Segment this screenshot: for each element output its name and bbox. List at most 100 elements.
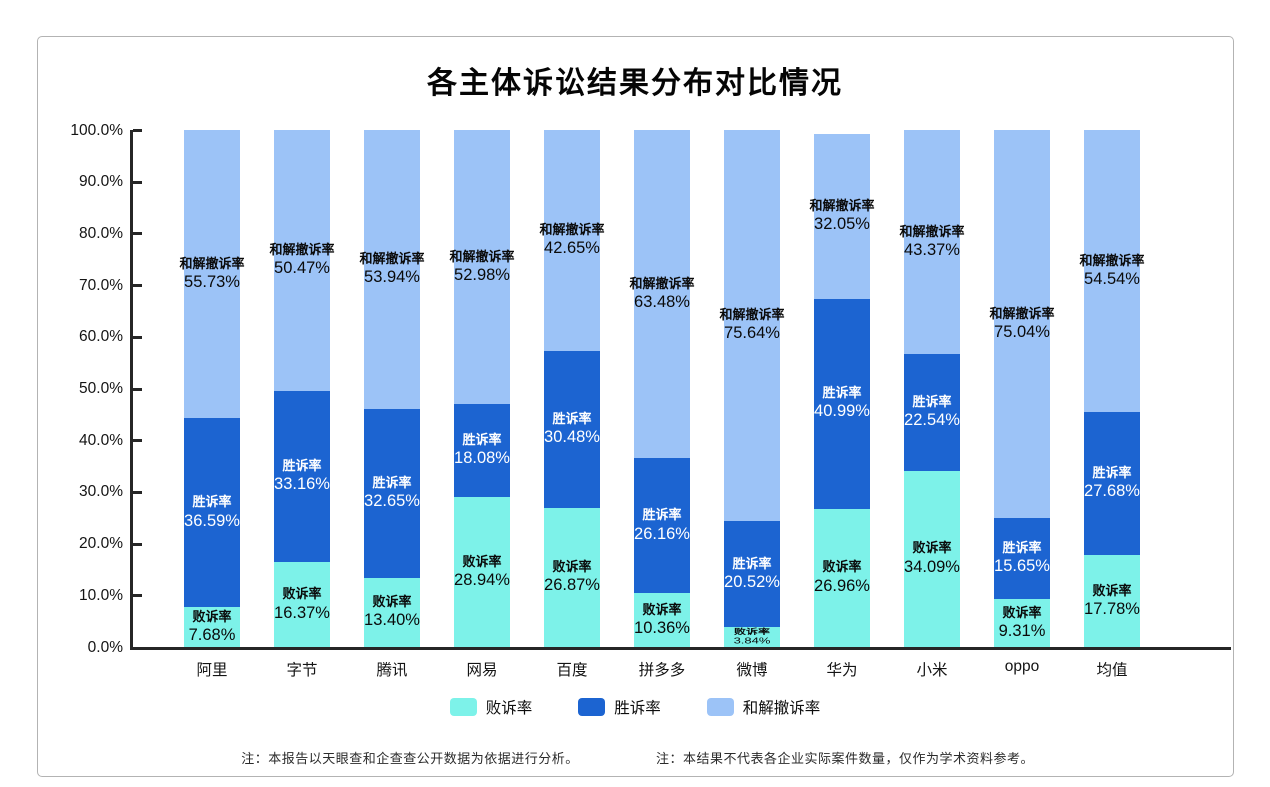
- footnote-right: 注：本结果不代表各企业实际案件数量，仅作为学术资料参考。: [655, 751, 1035, 766]
- bar-segment-label: 败诉率 10.36%: [634, 601, 690, 638]
- x-axis-label: 均值: [1096, 662, 1128, 679]
- bar-stack: 和解撤诉率 75.64% 胜诉率 20.52% 败诉率 3.84%: [720, 130, 785, 647]
- bar-segment-胜诉率: 胜诉率 15.65%: [994, 517, 1050, 599]
- footnote-left: 注：本报告以天眼查和企查查公开数据为依据进行分析。: [241, 751, 579, 766]
- bar-segment-胜诉率: 胜诉率 40.99%: [814, 298, 870, 509]
- y-axis-tick-label: 20.0%: [79, 535, 123, 553]
- y-axis-tick: [133, 542, 142, 546]
- bar-column: 和解撤诉率 50.47% 胜诉率 33.16% 败诉率 16.37%: [270, 130, 335, 647]
- y-axis-tick-label: 80.0%: [79, 224, 123, 242]
- bar-column: 和解撤诉率 55.73% 胜诉率 36.59% 败诉率 7.68%: [180, 130, 245, 647]
- bar-segment-和解撤诉率: 和解撤诉率 75.64%: [720, 130, 785, 522]
- bar-segment-label: 败诉率 16.37%: [274, 586, 330, 622]
- legend-item: 和解撤诉率: [706, 696, 821, 718]
- bar-segment-败诉率: 败诉率 13.40%: [364, 577, 420, 647]
- x-axis-label: oppo: [1004, 658, 1040, 675]
- x-axis-label: 阿里: [196, 662, 228, 679]
- bar-segment-和解撤诉率: 和解撤诉率 75.04%: [990, 130, 1055, 518]
- y-axis-tick-label: 10.0%: [79, 586, 123, 604]
- y-axis-tick-label: 50.0%: [79, 380, 123, 397]
- y-axis-tick-label: 70.0%: [79, 276, 123, 294]
- bar-segment-胜诉率: 胜诉率 36.59%: [184, 418, 240, 608]
- bar-segment-胜诉率: 胜诉率 32.65%: [364, 408, 420, 578]
- y-axis-tick-label: 60.0%: [79, 328, 123, 346]
- bar-segment-胜诉率: 胜诉率 22.54%: [904, 354, 960, 471]
- legend-label: 和解撤诉率: [742, 700, 821, 717]
- bar-segment-label: 胜诉率 22.54%: [904, 394, 960, 430]
- bar-segment-label: 和解撤诉率 75.04%: [989, 305, 1055, 341]
- legend-item: 败诉率: [449, 696, 532, 718]
- bar-stack: 和解撤诉率 54.54% 胜诉率 27.68% 败诉率 17.78%: [1080, 130, 1145, 647]
- bar-segment-label: 和解撤诉率 42.65%: [539, 221, 605, 258]
- bar-segment-胜诉率: 胜诉率 30.48%: [544, 350, 600, 509]
- y-axis-tick: [133, 594, 142, 598]
- y-axis-tick: [133, 439, 142, 443]
- y-axis-tick: [133, 490, 142, 494]
- legend-label: 胜诉率: [614, 700, 661, 717]
- x-axis-label: 华为: [826, 662, 858, 679]
- bar-segment-label: 胜诉率 20.52%: [724, 555, 780, 591]
- x-axis-label: 拼多多: [638, 662, 686, 679]
- x-axis-label: 字节: [286, 662, 318, 679]
- bar-segment-label: 败诉率 3.84%: [733, 627, 771, 646]
- bar-column: 和解撤诉率 43.37% 胜诉率 22.54% 败诉率 34.09%: [900, 130, 965, 647]
- legend-swatch: [449, 698, 477, 716]
- bar-stack: 和解撤诉率 53.94% 胜诉率 32.65% 败诉率 13.40%: [360, 130, 425, 647]
- bar-column: 和解撤诉率 75.64% 胜诉率 20.52% 败诉率 3.84%: [720, 130, 785, 647]
- bar-column: 和解撤诉率 42.65% 胜诉率 30.48% 败诉率 26.87%: [540, 130, 605, 647]
- bar-segment-败诉率: 败诉率 9.31%: [994, 598, 1050, 647]
- bar-segment-label: 和解撤诉率 55.73%: [179, 255, 245, 291]
- bar-segment-label: 和解撤诉率 75.64%: [719, 307, 785, 343]
- bar-segment-label: 和解撤诉率 54.54%: [1079, 252, 1145, 288]
- bar-segment-label: 败诉率 26.96%: [814, 559, 870, 595]
- bar-segment-label: 败诉率 9.31%: [998, 604, 1046, 640]
- bar-segment-和解撤诉率: 和解撤诉率 32.05%: [810, 134, 875, 299]
- bar-segment-label: 胜诉率 27.68%: [1084, 465, 1140, 501]
- bar-column: 和解撤诉率 75.04% 胜诉率 15.65% 败诉率 9.31%: [990, 130, 1055, 647]
- bar-segment-label: 和解撤诉率 63.48%: [629, 275, 695, 311]
- bar-segment-和解撤诉率: 和解撤诉率 52.98%: [450, 130, 515, 404]
- bar-segment-label: 败诉率 28.94%: [454, 553, 510, 589]
- bar-segment-和解撤诉率: 和解撤诉率 53.94%: [360, 130, 425, 409]
- bar-segment-label: 败诉率 13.40%: [364, 593, 420, 630]
- bar-segment-label: 胜诉率 40.99%: [814, 385, 870, 421]
- y-axis-tick-label: 90.0%: [79, 173, 123, 191]
- bar-segment-胜诉率: 胜诉率 33.16%: [274, 390, 330, 563]
- bar-segment-和解撤诉率: 和解撤诉率 42.65%: [540, 130, 605, 351]
- y-axis-tick: [133, 232, 142, 236]
- bar-segment-和解撤诉率: 和解撤诉率 54.54%: [1080, 130, 1145, 412]
- bar-stack: 和解撤诉率 63.48% 胜诉率 26.16% 败诉率 10.36%: [630, 130, 695, 647]
- bar-segment-胜诉率: 胜诉率 26.16%: [634, 458, 690, 594]
- bar-segment-败诉率: 败诉率 16.37%: [274, 562, 330, 647]
- bar-segment-和解撤诉率: 和解撤诉率 50.47%: [270, 130, 335, 391]
- x-axis-label: 腾讯: [376, 662, 408, 679]
- x-axis-label: 小米: [916, 662, 948, 679]
- bar-segment-胜诉率: 胜诉率 18.08%: [454, 403, 510, 498]
- bar-segment-label: 胜诉率 18.08%: [454, 432, 510, 468]
- y-axis-tick-label: 30.0%: [79, 483, 123, 501]
- y-axis-tick-label: 0.0%: [87, 638, 123, 656]
- bar-segment-败诉率: 败诉率 26.87%: [544, 508, 600, 647]
- bar-segment-和解撤诉率: 和解撤诉率 43.37%: [900, 130, 965, 355]
- bar-segment-label: 和解撤诉率 52.98%: [449, 248, 515, 284]
- bar-segment-胜诉率: 胜诉率 20.52%: [724, 521, 780, 628]
- legend: 败诉率 胜诉率 和解撤诉率: [0, 696, 1270, 718]
- y-axis-tick-label: 100.0%: [70, 121, 123, 139]
- bar-segment-label: 胜诉率 30.48%: [544, 410, 600, 447]
- bar-column: 和解撤诉率 53.94% 胜诉率 32.65% 败诉率 13.40%: [360, 130, 425, 647]
- y-axis-tick: [133, 129, 142, 132]
- bar-segment-和解撤诉率: 和解撤诉率 63.48%: [630, 130, 695, 459]
- bar-segment-label: 和解撤诉率 53.94%: [359, 251, 425, 287]
- bar-segment-label: 胜诉率 36.59%: [184, 494, 240, 530]
- bar-stack: 和解撤诉率 43.37% 胜诉率 22.54% 败诉率 34.09%: [900, 130, 965, 647]
- bar-stack: 和解撤诉率 52.98% 胜诉率 18.08% 败诉率 28.94%: [450, 130, 515, 647]
- bar-segment-败诉率: 败诉率 26.96%: [814, 508, 870, 647]
- y-axis-line: [130, 130, 133, 647]
- y-axis-tick: [133, 387, 142, 391]
- bar-column: 和解撤诉率 32.05% 胜诉率 40.99% 败诉率 26.96%: [810, 130, 875, 647]
- bar-column: 和解撤诉率 54.54% 胜诉率 27.68% 败诉率 17.78%: [1080, 130, 1145, 647]
- bar-stack: 和解撤诉率 32.05% 胜诉率 40.99% 败诉率 26.96%: [810, 134, 875, 647]
- bar-column: 和解撤诉率 52.98% 胜诉率 18.08% 败诉率 28.94%: [450, 130, 515, 647]
- bar-segment-败诉率: 败诉率 34.09%: [904, 470, 960, 647]
- bar-segment-label: 败诉率 34.09%: [904, 540, 960, 576]
